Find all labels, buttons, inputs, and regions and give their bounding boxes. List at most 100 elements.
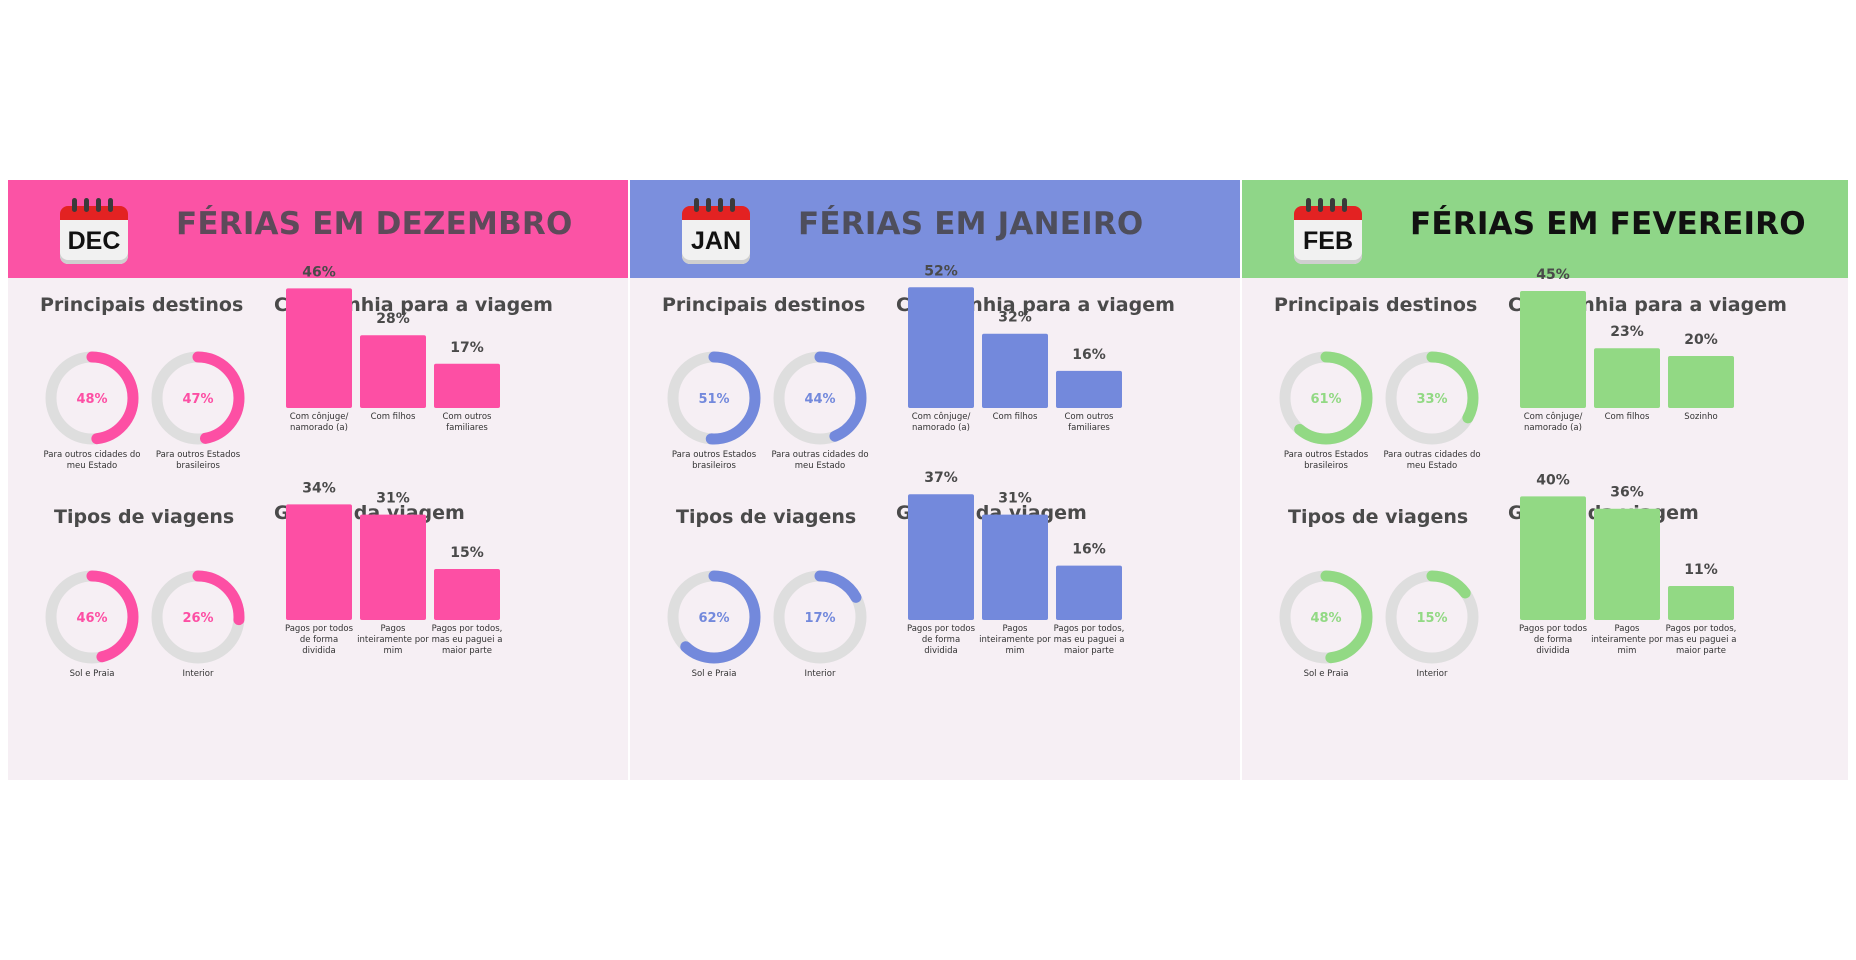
bar <box>434 569 500 620</box>
calendar-body <box>1294 220 1362 264</box>
section-title-destinos: Principais destinos <box>40 294 244 316</box>
bar <box>286 288 352 408</box>
bar-value-label: 40% <box>1536 472 1570 488</box>
section-title-destinos: Principais destinos <box>1274 294 1478 316</box>
bar-value-label: 45% <box>1536 267 1570 283</box>
charts-layer: 51% 44% 62% 17% 52% 32% 16% 37% 31% 16% <box>667 263 1122 664</box>
bar-value-label: 23% <box>1610 324 1644 340</box>
bar-value-label: 20% <box>1684 332 1718 348</box>
donut-chart: 46% <box>45 570 139 664</box>
bar <box>286 504 352 620</box>
bar-category-label: Sozinho <box>1684 412 1718 422</box>
panel-header: FEB FÉRIAS EM FEVEREIRO <box>1242 180 1848 278</box>
bar-chart: 45% 23% 20% <box>1520 267 1734 408</box>
bar-value-label: 28% <box>376 311 410 327</box>
bar-value-label: 32% <box>998 310 1032 326</box>
bar <box>1594 508 1660 620</box>
calendar-ring <box>72 198 77 212</box>
calendar-ring <box>706 198 711 212</box>
calendar-body <box>682 220 750 264</box>
donut-chart: 26% <box>151 570 245 664</box>
donut-value-label: 47% <box>182 392 213 407</box>
calendar-ring <box>1330 198 1335 212</box>
bar-value-label: 16% <box>1072 542 1106 558</box>
donut-arc <box>1385 351 1479 445</box>
bar-value-label: 11% <box>1684 562 1718 578</box>
donut-arc <box>151 570 245 664</box>
calendar-ring <box>730 198 735 212</box>
donut-chart: 62% <box>667 570 761 664</box>
donut-value-label: 48% <box>1310 611 1341 626</box>
donut-chart: 48% <box>45 351 139 445</box>
bar-value-label: 34% <box>302 480 336 496</box>
bar-chart: 40% 36% 11% <box>1520 472 1734 620</box>
charts-layer: 61% 33% 48% 15% 45% 23% 20% 40% 36% 11% <box>1279 267 1734 664</box>
donut-caption: Para outras cidades do meu Estado <box>771 450 869 471</box>
bar-value-label: 17% <box>450 340 484 356</box>
donut-caption: Interior <box>804 669 836 679</box>
section-title-tipos: Tipos de viagens <box>54 506 235 528</box>
donut-arc <box>151 351 245 445</box>
bar <box>434 363 500 408</box>
section-title-tipos: Tipos de viagens <box>1288 506 1469 528</box>
donut-arc <box>45 570 139 664</box>
donut-arc <box>773 351 867 445</box>
donut-caption: Interior <box>1416 669 1448 679</box>
bar-value-label: 52% <box>924 263 958 279</box>
bar-value-label: 31% <box>376 491 410 507</box>
donut-chart: 47% <box>151 351 245 445</box>
bar <box>1594 348 1660 408</box>
panel-title: FÉRIAS EM JANEIRO <box>798 206 1144 242</box>
bar-category-label: Com outros familiares <box>1064 412 1114 433</box>
donut-value-label: 61% <box>1310 392 1341 407</box>
panel-title: FÉRIAS EM DEZEMBRO <box>176 206 573 242</box>
donut-arc <box>667 570 761 664</box>
bar-chart: 46% 28% 17% <box>286 264 500 408</box>
donut-chart: 15% <box>1385 570 1479 664</box>
donut-caption: Para outros cidades do meu Estado <box>43 450 141 471</box>
calendar-icon: JAN <box>682 198 750 264</box>
panel-header: JAN FÉRIAS EM JANEIRO <box>630 180 1240 278</box>
donut-arc <box>1279 570 1373 664</box>
donut-value-label: 26% <box>182 611 213 626</box>
bar-category-label: Pagos por todos, mas eu paguei a maior p… <box>1053 624 1125 656</box>
charts-layer: 48% 47% 46% 26% 46% 28% 17% 34% 31% 15% <box>45 264 500 664</box>
calendar-ring <box>84 198 89 212</box>
donut-value-label: 44% <box>804 392 835 407</box>
bar-value-label: 16% <box>1072 347 1106 363</box>
calendar-month-label: FEB <box>1303 227 1353 255</box>
bar-category-label: Com cônjuge/ namorado (a) <box>1523 412 1583 433</box>
donut-value-label: 46% <box>76 611 107 626</box>
bar-value-label: 15% <box>450 545 484 561</box>
bar-value-label: 31% <box>998 491 1032 507</box>
panel-title: FÉRIAS EM FEVEREIRO <box>1410 206 1806 242</box>
bar <box>908 494 974 620</box>
donut-value-label: 15% <box>1416 611 1447 626</box>
bar-category-label: Pagos por todos de forma dividida <box>906 624 976 656</box>
donut-caption: Sol e Praia <box>69 669 115 679</box>
bar <box>1520 496 1586 620</box>
bar-category-label: Pagos por todos de forma dividida <box>284 624 354 656</box>
donut-value-label: 33% <box>1416 392 1447 407</box>
donut-chart: 48% <box>1279 570 1373 664</box>
donut-arc <box>1385 570 1479 664</box>
donut-chart: 61% <box>1279 351 1373 445</box>
calendar-ring <box>96 198 101 212</box>
bar-category-label: Pagos por todos de forma dividida <box>1518 624 1588 656</box>
section-title-destinos: Principais destinos <box>662 294 866 316</box>
bar-category-label: Com cônjuge/ namorado (a) <box>289 412 349 433</box>
bar <box>908 287 974 408</box>
bar <box>1668 586 1734 620</box>
bar <box>360 514 426 620</box>
donut-value-label: 62% <box>698 611 729 626</box>
donut-caption: Para outros Estados brasileiros <box>671 450 757 471</box>
donut-arc <box>773 570 867 664</box>
calendar-ring <box>694 198 699 212</box>
bar-category-label: Com cônjuge/ namorado (a) <box>911 412 971 433</box>
bar <box>1056 370 1122 408</box>
donut-caption: Para outros Estados brasileiros <box>1283 450 1369 471</box>
donut-chart: 44% <box>773 351 867 445</box>
bar-value-label: 36% <box>1610 485 1644 501</box>
panel-february: FEB FÉRIAS EM FEVEREIRO Principais destino… <box>1242 180 1848 780</box>
donut-value-label: 51% <box>698 392 729 407</box>
